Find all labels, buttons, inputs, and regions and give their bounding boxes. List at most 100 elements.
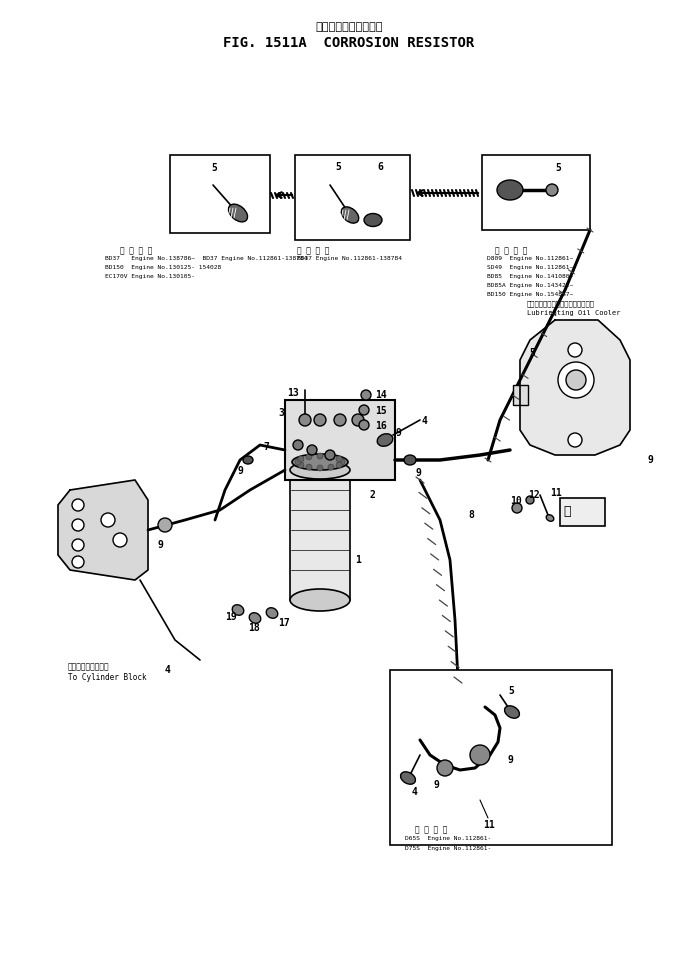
Text: 適 用 号 里: 適 用 号 里: [120, 246, 152, 255]
Circle shape: [359, 405, 369, 415]
Text: BD150 Engine No.154827~: BD150 Engine No.154827~: [487, 292, 573, 297]
Circle shape: [336, 456, 342, 462]
Text: 3: 3: [278, 408, 284, 418]
Ellipse shape: [249, 613, 261, 623]
Circle shape: [293, 440, 303, 450]
Ellipse shape: [290, 461, 350, 479]
Ellipse shape: [243, 456, 253, 464]
Text: SD49  Engine No.112861~: SD49 Engine No.112861~: [487, 265, 573, 270]
Circle shape: [298, 456, 304, 462]
Text: ルーブリケーティングオイルクーラ: ルーブリケーティングオイルクーラ: [527, 300, 595, 307]
Text: 5: 5: [555, 163, 561, 173]
Text: BD37   Engine No.138786~  BD37 Engine No.112861-138784: BD37 Engine No.138786~ BD37 Engine No.11…: [105, 256, 308, 261]
Text: 9: 9: [395, 428, 401, 438]
Ellipse shape: [546, 184, 558, 196]
Bar: [513, 385, 528, 405]
Circle shape: [72, 556, 84, 568]
Circle shape: [568, 343, 582, 357]
Ellipse shape: [512, 503, 522, 513]
Ellipse shape: [401, 771, 415, 784]
Bar: [290, 470, 350, 600]
Text: 5: 5: [508, 686, 514, 696]
Circle shape: [113, 533, 127, 547]
Ellipse shape: [266, 608, 278, 618]
Text: 19: 19: [225, 612, 237, 622]
Text: 5: 5: [529, 348, 535, 358]
Circle shape: [299, 414, 311, 426]
Text: 前: 前: [563, 505, 570, 518]
Text: D809  Engine No.112861~: D809 Engine No.112861~: [487, 256, 573, 261]
Circle shape: [568, 433, 582, 447]
Circle shape: [328, 465, 334, 470]
Circle shape: [72, 499, 84, 511]
Text: シリンダブロックへ: シリンダブロックへ: [68, 662, 110, 671]
Bar: [170, 155, 270, 233]
Text: 9: 9: [415, 468, 421, 478]
Ellipse shape: [497, 180, 523, 200]
Circle shape: [72, 519, 84, 531]
Text: 11: 11: [483, 820, 495, 830]
Circle shape: [334, 414, 346, 426]
Circle shape: [339, 459, 345, 465]
Bar: [390, 670, 612, 845]
Circle shape: [359, 420, 369, 430]
Circle shape: [352, 414, 364, 426]
Circle shape: [306, 465, 312, 470]
Text: 4: 4: [412, 787, 418, 797]
Text: 15: 15: [375, 406, 387, 416]
Text: 適 用 号 里: 適 用 号 里: [297, 246, 329, 255]
Text: 10: 10: [510, 496, 521, 506]
Text: BD37 Engine No.112861-138784: BD37 Engine No.112861-138784: [297, 256, 402, 261]
Text: D65S  Engine No.112861-: D65S Engine No.112861-: [405, 836, 491, 841]
Circle shape: [72, 539, 84, 551]
Text: 17: 17: [278, 618, 290, 628]
Text: 9: 9: [158, 540, 164, 550]
Text: 9: 9: [433, 780, 439, 790]
Circle shape: [566, 370, 586, 390]
Ellipse shape: [341, 206, 359, 223]
Ellipse shape: [290, 589, 350, 611]
Circle shape: [101, 513, 115, 527]
Text: BD85  Engine No.141080~: BD85 Engine No.141080~: [487, 274, 573, 279]
Text: 18: 18: [248, 623, 260, 633]
Ellipse shape: [228, 205, 248, 222]
Text: 8: 8: [468, 510, 474, 520]
Ellipse shape: [526, 496, 534, 504]
Text: 6: 6: [377, 162, 383, 172]
Bar: [285, 400, 395, 480]
Text: 適 用 号 里: 適 用 号 里: [415, 825, 447, 834]
Bar: [295, 155, 410, 240]
Ellipse shape: [547, 514, 554, 521]
Text: 5: 5: [211, 163, 217, 173]
Text: 5: 5: [335, 162, 341, 172]
Polygon shape: [520, 320, 630, 455]
Text: 7: 7: [263, 442, 269, 452]
Circle shape: [307, 445, 317, 455]
Text: 9: 9: [508, 755, 514, 765]
Text: 13: 13: [287, 388, 299, 398]
Bar: [482, 155, 590, 230]
Text: 16: 16: [375, 421, 387, 431]
Text: FIG. 1511A  CORROSION RESISTOR: FIG. 1511A CORROSION RESISTOR: [223, 36, 475, 50]
Circle shape: [314, 414, 326, 426]
Text: 4: 4: [165, 665, 171, 675]
Ellipse shape: [232, 605, 244, 616]
Ellipse shape: [404, 455, 416, 465]
Bar: [560, 498, 605, 526]
Ellipse shape: [377, 433, 393, 446]
Text: 14: 14: [375, 390, 387, 400]
Circle shape: [336, 462, 342, 468]
Text: 2: 2: [370, 490, 376, 500]
Text: 9: 9: [238, 466, 244, 476]
Text: コロージョンレジスタ: コロージョンレジスタ: [315, 22, 383, 32]
Circle shape: [558, 362, 594, 398]
Ellipse shape: [292, 454, 348, 470]
Text: 適 用 号 里: 適 用 号 里: [495, 246, 528, 255]
Text: BD85A Engine No.143422~: BD85A Engine No.143422~: [487, 283, 573, 288]
Circle shape: [317, 465, 323, 471]
Text: 1: 1: [355, 555, 361, 565]
Circle shape: [325, 450, 335, 460]
Circle shape: [361, 390, 371, 400]
Circle shape: [437, 760, 453, 776]
Circle shape: [295, 459, 301, 465]
